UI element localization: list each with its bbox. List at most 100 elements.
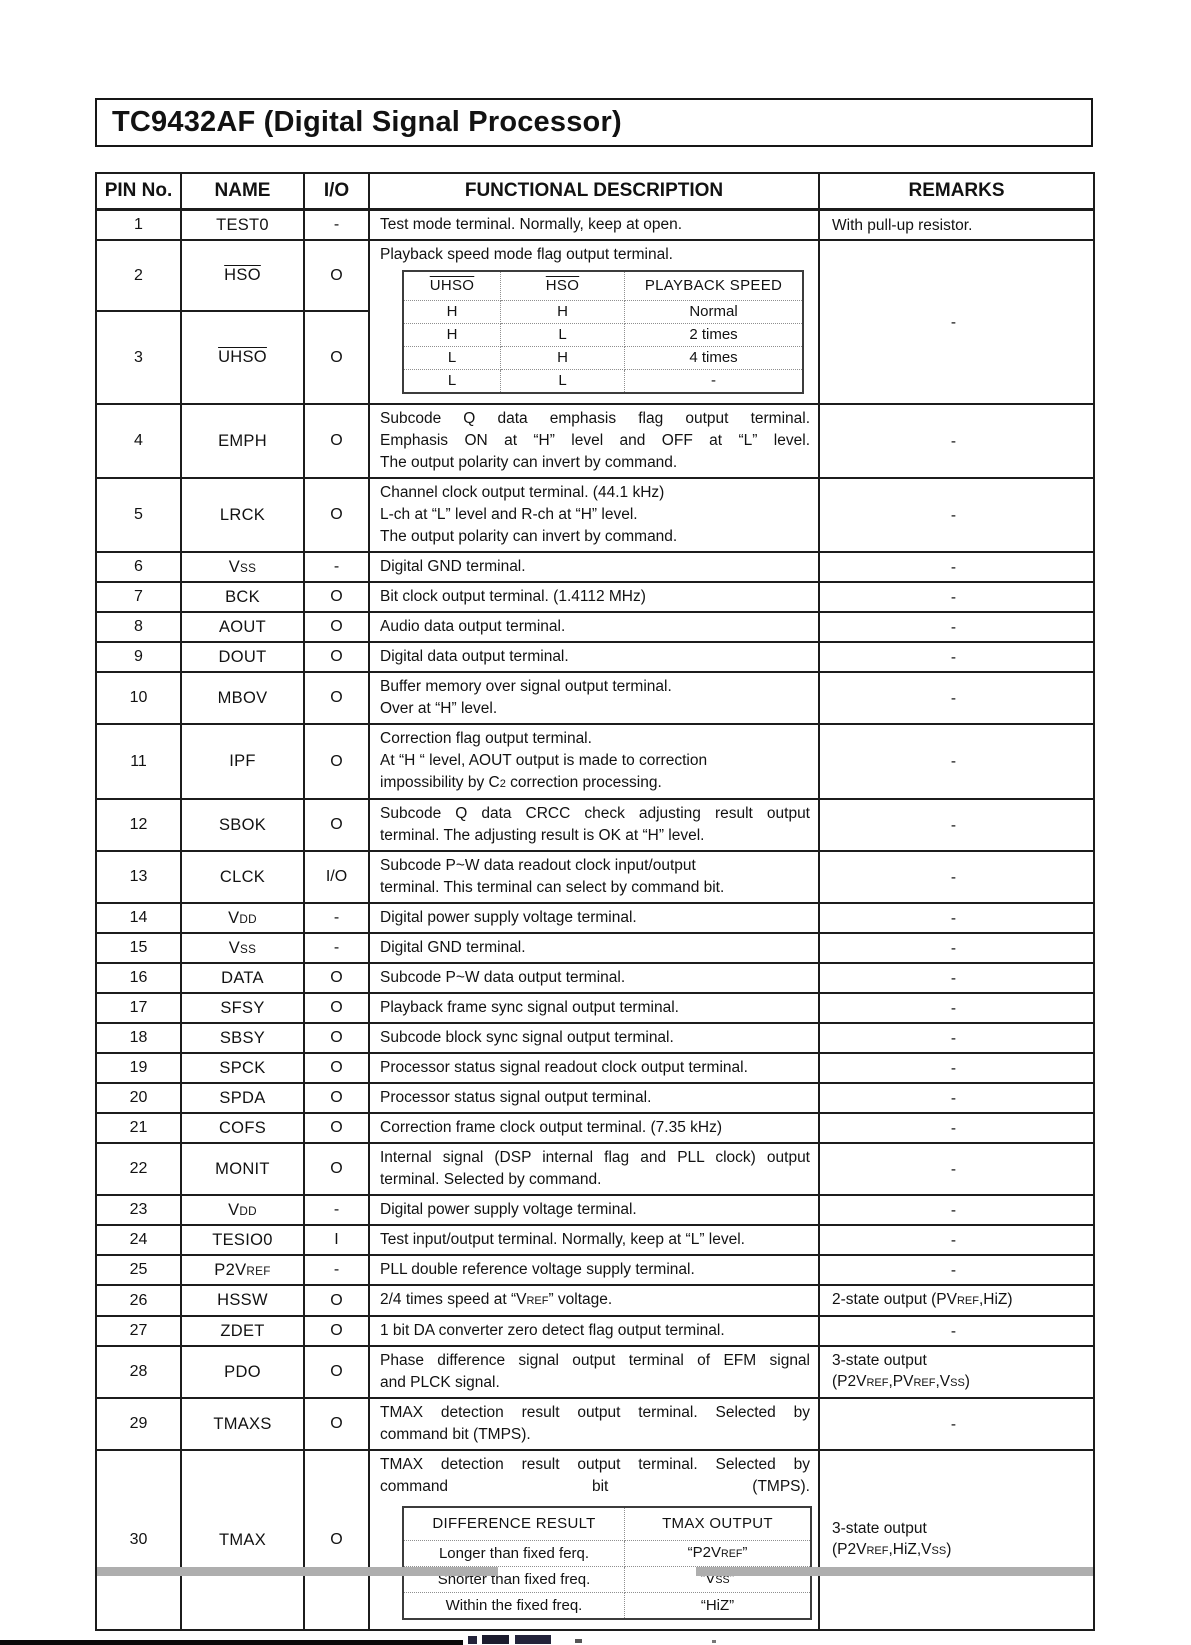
- description-cell: Playback speed mode flag output terminal…: [368, 239, 820, 405]
- io-cell: O: [303, 671, 370, 725]
- table-row: 25 P2VREF - PLL double reference voltage su…: [95, 1254, 1095, 1286]
- inner-table-cell: -: [624, 369, 804, 394]
- pin-cell: 29: [95, 1397, 182, 1451]
- pin-cell: 12: [95, 798, 182, 852]
- pin-table: PIN No. NAME I/O FUNCTIONAL DESCRIPTION …: [95, 172, 1095, 1631]
- name-cell: TMAXS: [180, 1397, 305, 1451]
- remarks-cell: -: [818, 850, 1095, 904]
- scan-artifact-bottom-bar: [0, 1640, 463, 1645]
- name-cell: MBOV: [180, 671, 305, 725]
- remarks-line: -: [950, 432, 957, 450]
- io-cell: -: [303, 902, 370, 934]
- remarks-line: -: [950, 648, 957, 666]
- description-cell: Digital power supply voltage terminal.: [368, 902, 820, 934]
- description-line: Processor status signal readout clock ou…: [380, 1059, 748, 1076]
- name-cell: TMAX: [180, 1449, 305, 1631]
- description-line: The output polarity can invert by comman…: [380, 528, 678, 545]
- remarks-line: -: [950, 1322, 957, 1340]
- name-cell: SPDA: [180, 1082, 305, 1114]
- pin-cell: 17: [95, 992, 182, 1024]
- pin-cell: 9: [95, 641, 182, 673]
- description-cell: Channel clock output terminal. (44.1 kHz…: [368, 477, 820, 553]
- description-line: Subcode Q data emphasis flag output term…: [380, 410, 810, 427]
- pin-cell: 27: [95, 1315, 182, 1347]
- remarks-line: -: [950, 999, 957, 1017]
- table-row: 23 VDD - Digital power supply voltage termi…: [95, 1194, 1095, 1226]
- pin-cell: 8: [95, 611, 182, 643]
- table-row: 28 PDO O Phase difference signal output ter…: [95, 1345, 1095, 1399]
- description-line: Test input/output terminal. Normally, ke…: [380, 1231, 745, 1248]
- pin-cell: 11: [95, 723, 182, 800]
- scan-artifact: [482, 1635, 509, 1644]
- table-row: 15 VSS - Digital GND terminal. -: [95, 932, 1095, 964]
- name-cell: LRCK: [180, 477, 305, 553]
- io-cell: O: [303, 238, 370, 313]
- remarks-line: -: [950, 689, 957, 707]
- remarks-line: -: [950, 506, 957, 524]
- table-row: 5 LRCK O Channel clock output terminal. (44…: [95, 477, 1095, 553]
- inner-table-header-cell: PLAYBACK SPEED: [624, 270, 804, 301]
- remarks-line: -: [950, 618, 957, 636]
- separator-bar-right: [696, 1567, 1093, 1576]
- pin-cell: 14: [95, 902, 182, 934]
- remarks-cell: -: [818, 1194, 1095, 1226]
- name-cell: HSO: [180, 238, 305, 313]
- page-title: TC9432AF (Digital Signal Processor): [112, 106, 622, 138]
- table-row: 3 UHSO O: [95, 310, 1094, 405]
- io-cell: O: [303, 1397, 370, 1451]
- inner-table-cell: L: [402, 346, 501, 370]
- table-row: 9 DOUT O Digital data output terminal. -: [95, 641, 1095, 673]
- description-line: Digital GND terminal.: [380, 939, 526, 956]
- table-row: 18 SBSY O Subcode block sync signal output …: [95, 1022, 1095, 1054]
- pin-cell: 1: [95, 208, 182, 241]
- pin-cell: 23: [95, 1194, 182, 1226]
- table-row: 21 COFS O Correction frame clock output ter…: [95, 1112, 1095, 1144]
- io-cell: O: [303, 723, 370, 800]
- description-cell: Digital data output terminal.: [368, 641, 820, 673]
- remarks-cell: -: [818, 551, 1095, 583]
- remarks-cell: -: [818, 671, 1095, 725]
- description-cell: 1 bit DA converter zero detect flag outp…: [368, 1315, 820, 1347]
- table-row: 8 AOUT O Audio data output terminal. -: [95, 611, 1095, 643]
- inner-table-header-cell: DIFFERENCE RESULT: [402, 1506, 625, 1541]
- inner-table-cell: L: [402, 369, 501, 394]
- io-cell: I: [303, 1224, 370, 1256]
- description-cell: 2/4 times speed at “VREF” voltage.: [368, 1284, 820, 1317]
- description-line: Channel clock output terminal. (44.1 kHz…: [380, 484, 665, 501]
- remarks-cell: -: [818, 932, 1095, 964]
- description-line: Playback frame sync signal output termin…: [380, 999, 679, 1016]
- description-line: L-ch at “L” level and R-ch at “H” level.: [380, 506, 638, 523]
- inner-table-cell: 2 times: [624, 323, 804, 347]
- description-cell: Subcode Q data CRCC check adjusting resu…: [368, 798, 820, 852]
- name-cell: SBOK: [180, 798, 305, 852]
- remarks-line: (P2VREF,PVREF,VSS): [832, 1373, 970, 1390]
- description-line: PLL double reference voltage supply term…: [380, 1261, 695, 1278]
- name-cell: DATA: [180, 962, 305, 994]
- description-cell: Subcode block sync signal output termina…: [368, 1022, 820, 1054]
- remarks-line: -: [950, 313, 957, 331]
- io-cell: -: [303, 1254, 370, 1286]
- scan-artifact: [712, 1640, 716, 1643]
- inner-table-cell: H: [500, 346, 625, 370]
- io-cell: -: [303, 551, 370, 583]
- remarks-line: -: [950, 558, 957, 576]
- description-cell: Digital GND terminal.: [368, 932, 820, 964]
- description-cell: Bit clock output terminal. (1.4112 MHz): [368, 581, 820, 613]
- description-line: Subcode P~W data readout clock input/out…: [380, 857, 696, 874]
- table-row: 16 DATA O Subcode P~W data output terminal.…: [95, 962, 1095, 994]
- remarks-cell: -: [818, 1022, 1095, 1054]
- inner-table-header-cell: TMAX OUTPUT: [624, 1506, 812, 1541]
- io-cell: -: [303, 208, 370, 241]
- remarks-line: -: [950, 588, 957, 606]
- inner-table-cell: L: [500, 369, 625, 394]
- pin-cell: 21: [95, 1112, 182, 1144]
- description-line: Digital power supply voltage terminal.: [380, 1201, 637, 1218]
- io-cell: O: [303, 1449, 370, 1631]
- table-row: 13 CLCK I/O Subcode P~W data readout clock …: [95, 850, 1095, 904]
- title-box: TC9432AF (Digital Signal Processor): [95, 98, 1093, 147]
- description-line: terminal. The adjusting result is OK at …: [380, 827, 705, 844]
- remarks-cell: -: [818, 581, 1095, 613]
- inner-table: UHSO HSO PLAYBACK SPEED H H Normal H L 2 times L H…: [402, 270, 804, 394]
